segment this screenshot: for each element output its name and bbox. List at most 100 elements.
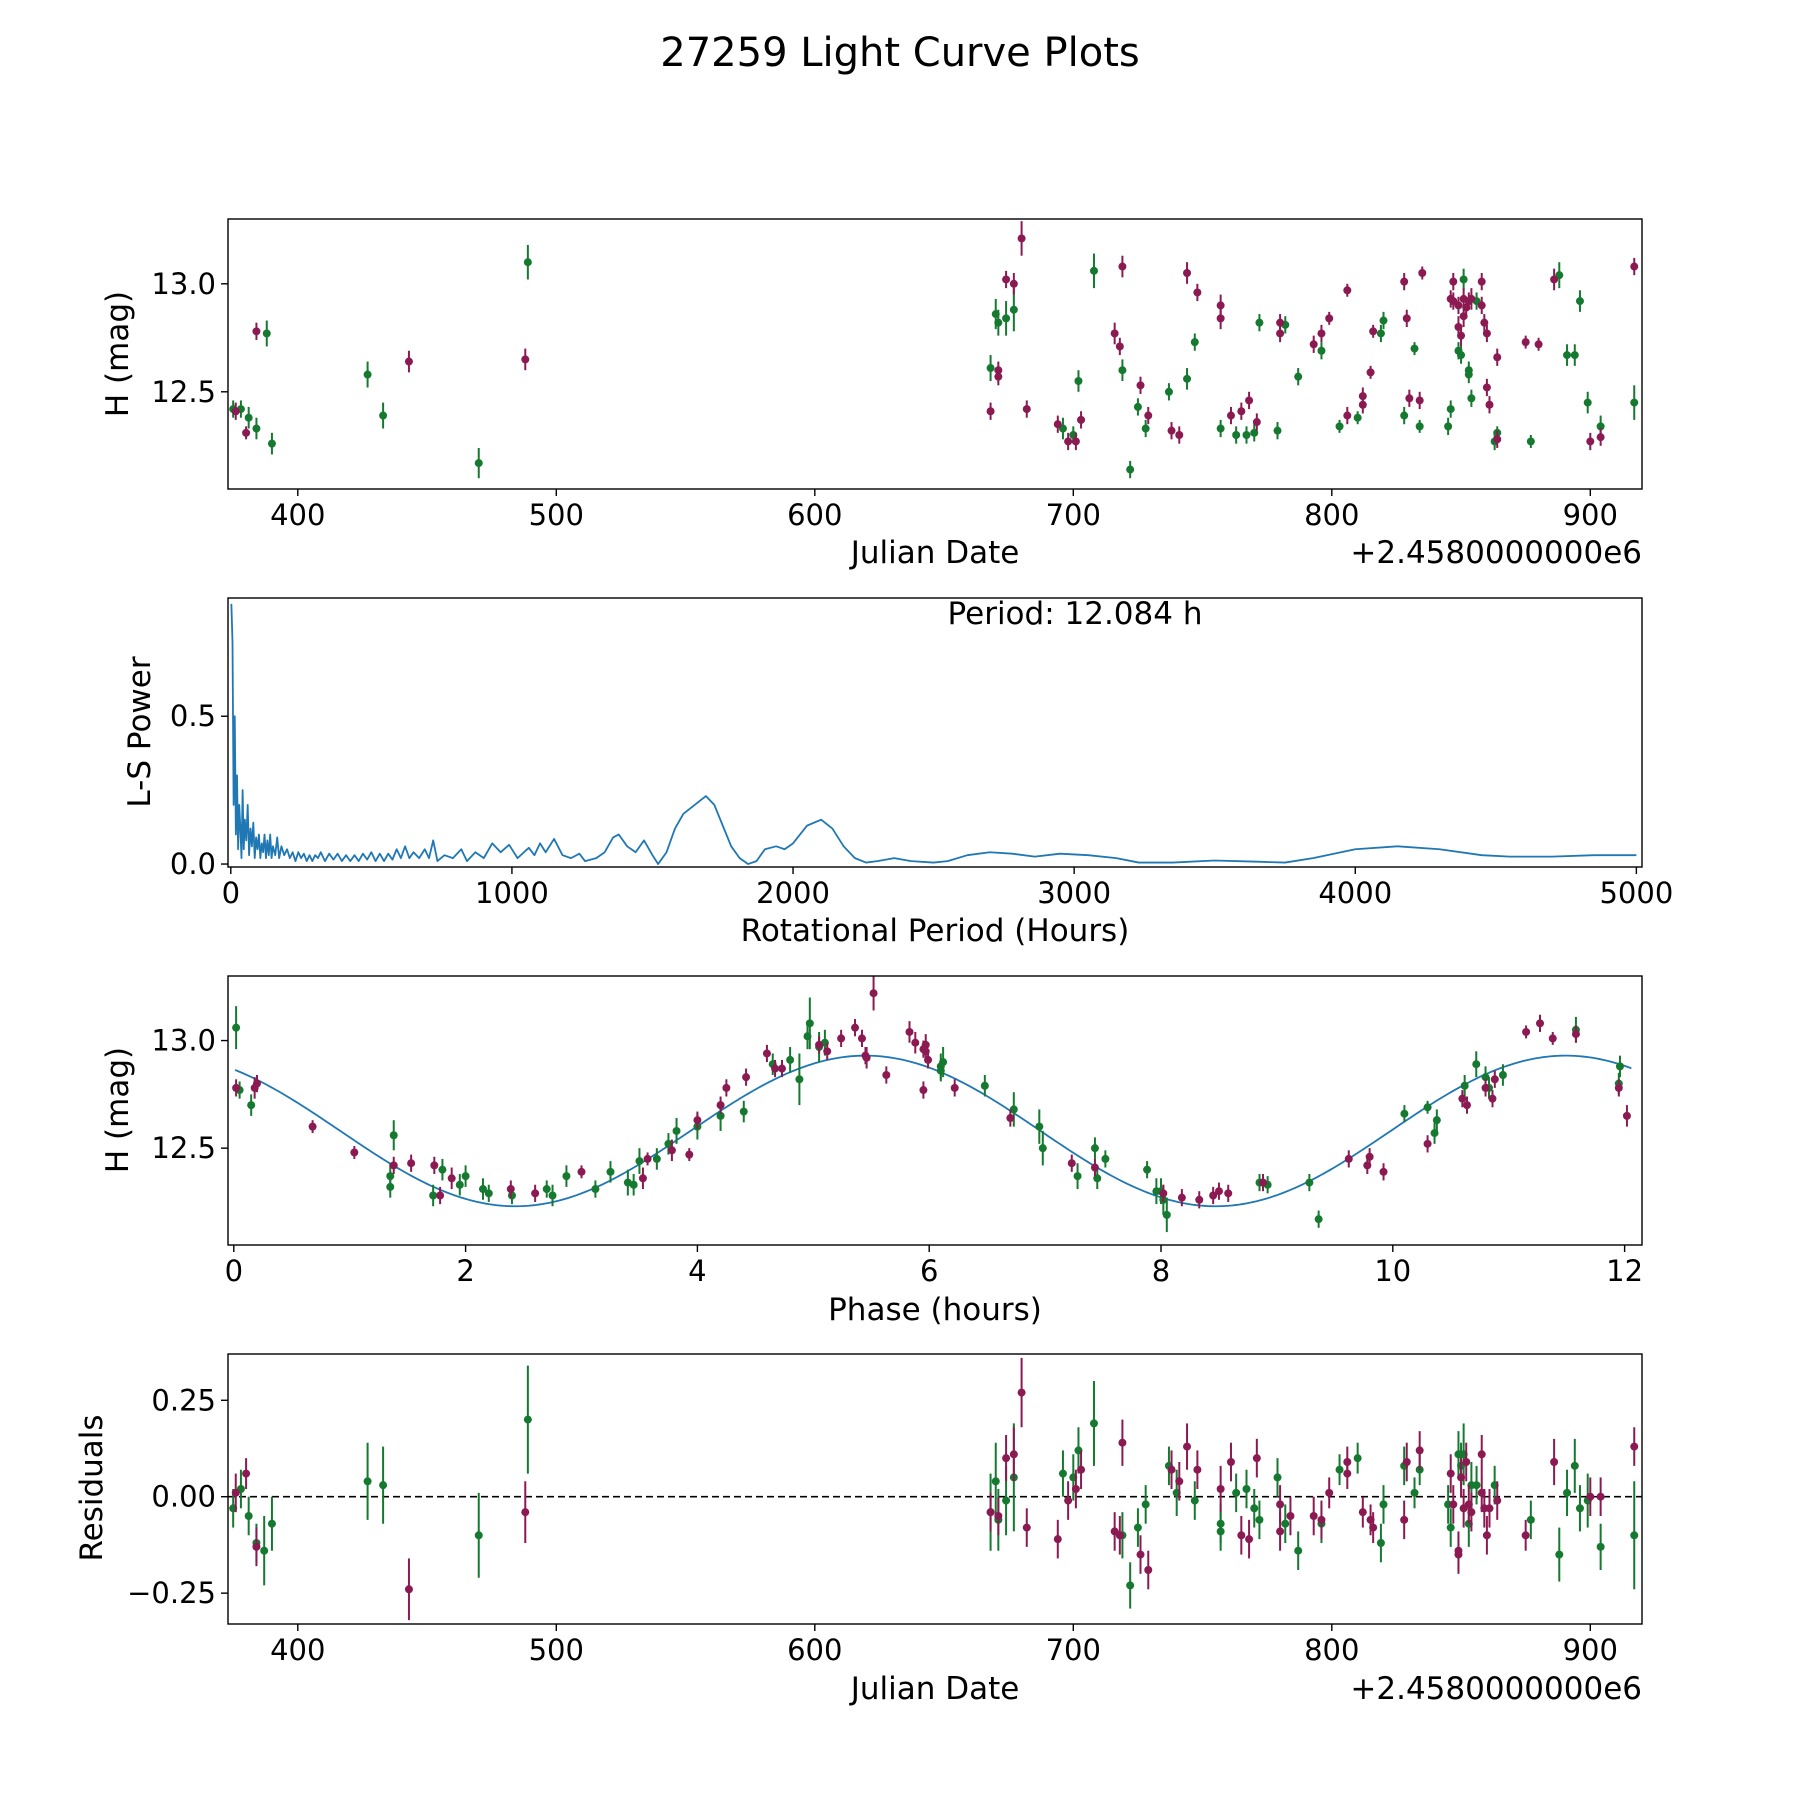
residuals-point-g [260, 1546, 269, 1555]
phase-point-r [862, 1053, 871, 1062]
residuals-point-r [1237, 1531, 1246, 1540]
lightcurve-point-g [252, 424, 261, 433]
phase-point-r [1344, 1154, 1353, 1163]
lightcurve-point-r [1358, 392, 1367, 401]
phase-xtick-label: 0 [225, 1254, 243, 1288]
phase-point-g [635, 1157, 644, 1166]
residuals-point-r [1467, 1508, 1476, 1517]
residuals-point-r [1343, 1469, 1352, 1478]
residuals-point-g [1526, 1515, 1535, 1524]
phase-point-r [919, 1086, 928, 1095]
residuals-point-r [1586, 1492, 1595, 1501]
phase-point-g [438, 1165, 447, 1174]
residuals-point-r [1022, 1523, 1031, 1532]
lightcurve-point-r [1309, 340, 1318, 349]
lightcurve-xtick-label: 900 [1563, 498, 1618, 532]
phase-point-r [685, 1150, 694, 1159]
periodogram-xlabel: Rotational Period (Hours) [741, 913, 1130, 949]
lightcurve-point-r [1493, 435, 1502, 444]
lightcurve-point-r [1237, 407, 1246, 416]
lightcurve-point-g [1273, 426, 1282, 435]
lightcurve-point-g [1118, 366, 1127, 375]
lightcurve-point-g [1002, 314, 1011, 323]
lightcurve-point-g [1216, 424, 1225, 433]
phase-point-g [461, 1172, 470, 1181]
phase-point-r [1536, 1019, 1545, 1028]
residuals-point-g [1216, 1527, 1225, 1536]
phase-point-r [924, 1055, 933, 1064]
phase-point-g [1162, 1210, 1171, 1219]
phase-point-r [1090, 1163, 1099, 1172]
phase-point-r [1177, 1193, 1186, 1202]
phase-point-r [1571, 1030, 1580, 1039]
residuals-point-r [1309, 1512, 1318, 1520]
residuals-axes-frame [227, 1353, 1643, 1625]
lightcurve-point-r [1586, 437, 1595, 446]
phase-point-r [742, 1073, 751, 1082]
residuals-point-g [1294, 1546, 1303, 1555]
phase-ytick-label: 13.0 [151, 1024, 216, 1058]
phase-point-r [1458, 1094, 1467, 1103]
lightcurve-point-r [1534, 340, 1543, 349]
lightcurve-point-g [1570, 351, 1579, 360]
phase-point-r [851, 1023, 860, 1032]
lightcurve-ytick-label: 13.0 [151, 267, 216, 301]
residuals-point-r [1485, 1504, 1494, 1513]
residuals-point-g [1190, 1496, 1199, 1505]
phase-point-g [795, 1075, 804, 1084]
phase-point-g [1009, 1105, 1018, 1114]
residuals-ytick-label: 0.25 [151, 1383, 216, 1417]
lightcurve-point-g [1242, 431, 1251, 439]
residuals-point-r [1002, 1454, 1011, 1463]
phase-point-g [1101, 1154, 1110, 1163]
phase-point-r [643, 1154, 652, 1163]
lightcurve-point-g [1089, 266, 1098, 275]
lightcurve-point-r [1449, 277, 1458, 286]
lightcurve-point-r [1317, 329, 1326, 338]
phase-point-r [693, 1116, 702, 1125]
phase-point-r [1490, 1075, 1499, 1084]
lightcurve-point-g [1457, 351, 1466, 360]
phase-point-g [484, 1189, 493, 1198]
phase-point-g [1073, 1172, 1082, 1181]
phase-point-r [911, 1038, 920, 1047]
lightcurve-point-g [1415, 422, 1424, 431]
phase-point-g [232, 1023, 241, 1032]
residuals-point-r [1118, 1438, 1127, 1447]
lightcurve-point-r [1405, 394, 1414, 403]
phase-point-r [1548, 1034, 1557, 1043]
residuals-point-r [1115, 1531, 1124, 1540]
residuals-point-g [1570, 1461, 1579, 1470]
periodogram-annotation: Period: 12.084 h [948, 596, 1203, 632]
phase-point-r [771, 1064, 780, 1073]
phase-point-r [762, 1049, 771, 1058]
residuals-point-r [1175, 1477, 1184, 1486]
residuals-point-g [1555, 1550, 1564, 1559]
lightcurve-point-g [1074, 377, 1083, 385]
periodogram-xtick-label: 0 [222, 876, 240, 910]
residuals-xtick-label: 900 [1563, 1633, 1618, 1667]
lightcurve-point-r [231, 407, 240, 416]
phase-point-r [1209, 1191, 1218, 1200]
residuals-point-r [1449, 1500, 1458, 1509]
residuals-point-r [1402, 1458, 1411, 1466]
periodogram-ytick-label: 0.0 [170, 847, 216, 881]
phase-point-r [436, 1191, 445, 1200]
lightcurve-point-g [986, 364, 995, 373]
residuals-point-g [244, 1512, 253, 1520]
lightcurve-point-g [1294, 372, 1303, 381]
phase-point-r [506, 1185, 515, 1194]
residuals-point-r [1136, 1550, 1145, 1559]
phase-point-g [652, 1154, 661, 1163]
phase-point-g [786, 1055, 795, 1064]
residuals-point-r [1400, 1515, 1409, 1524]
periodogram-xtick-label: 2000 [756, 876, 830, 910]
residuals-point-r [1009, 1450, 1018, 1459]
lightcurve-point-r [994, 372, 1003, 381]
residuals-point-r [1415, 1446, 1424, 1455]
phase-point-g [606, 1167, 615, 1176]
residuals-point-g [1002, 1496, 1011, 1505]
phase-point-g [739, 1107, 748, 1116]
lightcurve-point-g [1446, 405, 1455, 414]
lightcurve-point-r [1009, 279, 1018, 288]
